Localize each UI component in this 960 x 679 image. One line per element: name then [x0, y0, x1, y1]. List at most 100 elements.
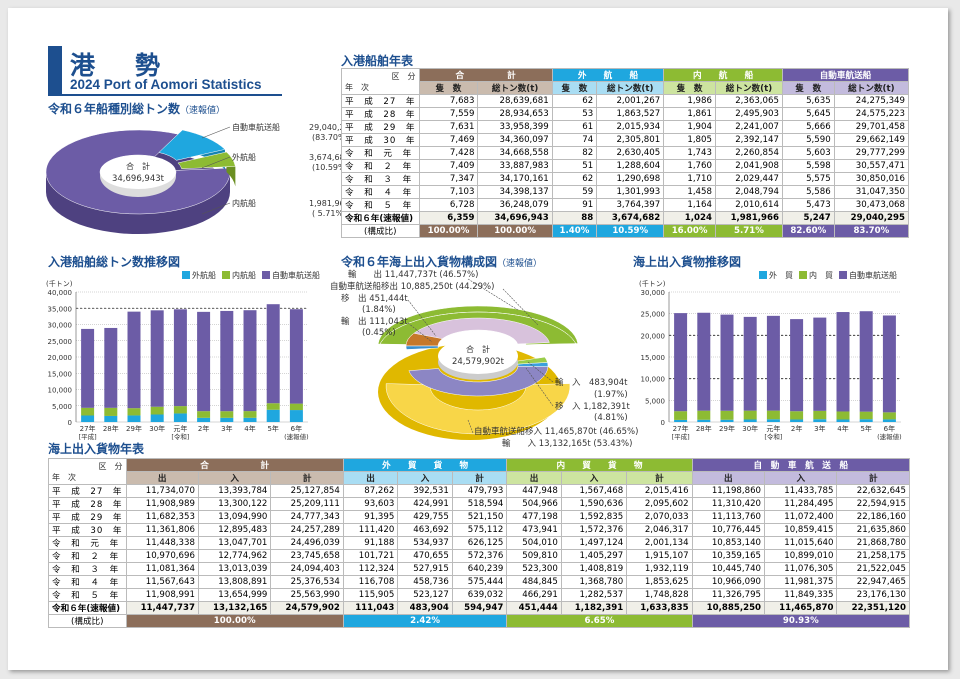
table-cell: 1,288,604 [596, 159, 665, 173]
table-cell: 2,001,267 [596, 94, 665, 108]
table-row: 令 和 ４ 年 7,103 34,398,137 59 1,301,993 1,458 2,… [341, 185, 910, 199]
table-cell: 2,015,416 [626, 484, 693, 498]
table-cell: 11,284,495 [764, 497, 838, 511]
cargo-move-out [405, 333, 443, 347]
row-year: 平 成 28 年 [341, 107, 420, 121]
bar-segment [743, 419, 757, 422]
table-cell: 1.40% [551, 224, 598, 238]
table1-group-header: 内 航 船 [663, 68, 783, 82]
table-cell: 29,777,299 [833, 146, 910, 160]
table1-group-header: 合 計 [418, 68, 553, 82]
legend-label: 自動車航送船 [272, 271, 320, 280]
bar-segment [127, 408, 141, 416]
table-cell: 24,257,289 [270, 523, 344, 537]
table-cell: 2,041,908 [714, 159, 783, 173]
legend-swatch [262, 271, 270, 279]
cargo-exp [405, 345, 439, 350]
y-tick-label: 15,000 [48, 370, 73, 378]
bar-segment [882, 315, 896, 413]
table2-group-header: 内 貿 貨 物 [506, 458, 693, 472]
row-year: 令 和 ５ 年 [48, 588, 127, 602]
label-exp: 輸 出 111,043t [341, 317, 408, 327]
table-cell: 83.70% [833, 224, 910, 238]
table1-sub-header: 総トン数(t) [477, 81, 553, 95]
row-year: 平 成 27 年 [341, 94, 420, 108]
table-cell: 34,360,097 [477, 133, 553, 147]
x-tick-label: 28年 [696, 424, 712, 433]
table-row-ratio: (構成比) 100.00% 100.00% 1.40% 10.59% 16.00% 5.71… [341, 224, 910, 238]
table-row: 平 成 30 年 7,469 34,360,097 74 2,305,801 1,805 2… [341, 133, 910, 147]
table-cell: 62 [551, 94, 598, 108]
table-cell: 21,258,175 [836, 549, 910, 563]
table2-sub-header: 計 [626, 471, 693, 485]
table-cell: 24,777,343 [270, 510, 344, 524]
table-cell: 91 [551, 198, 598, 212]
table-cell: 11,908,991 [125, 588, 199, 602]
bar-segment [790, 319, 804, 412]
row-year: 令 和 ４ 年 [341, 185, 420, 199]
table-cell: 575,444 [451, 575, 508, 589]
bar-segment [836, 419, 850, 422]
table-cell: 575,112 [451, 523, 508, 537]
table-cell: 1,981,966 [714, 211, 783, 225]
cargo-car-out [406, 317, 550, 345]
bar-segment [859, 419, 873, 422]
y-tick-label: 25,000 [48, 338, 73, 346]
table-cell: 5,473 [781, 198, 835, 212]
table-cell: 473,941 [506, 523, 562, 537]
table-cell: 10,853,140 [691, 536, 766, 550]
table2-sub-header: 入 [197, 471, 272, 485]
table-cell: 28,639,681 [477, 94, 553, 108]
table-cell: 22,947,465 [836, 575, 910, 589]
table-cell: 6,728 [418, 198, 479, 212]
table-cell: 2,630,405 [596, 146, 665, 160]
table-cell: 22,632,645 [836, 484, 910, 498]
table-cell: 1,748,828 [626, 588, 693, 602]
table-cell: 10,359,165 [691, 549, 766, 563]
table-cell: 1,932,119 [626, 562, 693, 576]
table-cell: 2,046,317 [626, 523, 693, 537]
table-cell: 62 [551, 172, 598, 186]
table-cell: 1,182,391 [560, 601, 628, 615]
bar-segment [813, 317, 827, 411]
chart1-legend: 外航船 内航船 自動車航送船 [176, 270, 320, 281]
label-export: 輸 出 11,447,737t (46.57%) [348, 270, 479, 280]
table-row: 平 成 27 年 7,683 28,639,681 62 2,001,267 1,986 2… [341, 94, 910, 108]
table-cell: 111,420 [342, 523, 399, 537]
page-title: 港勢 [70, 51, 201, 80]
y-tick-label: 5,000 [52, 403, 72, 411]
bar-segment [127, 311, 141, 409]
table-cell: 24,094,403 [270, 562, 344, 576]
chart2-heading: 海上出入貨物推移図 [633, 255, 742, 269]
table-cell: 5,635 [781, 94, 835, 108]
x-tick-label: 2年 [198, 424, 209, 433]
table-cell: 13,654,999 [197, 588, 272, 602]
table-row: 令 和 元 年 11,448,338 13,047,701 24,496,039 91,… [48, 536, 910, 550]
ship-tonnage-pie: 合 計 34,696,943t 自動車航送船 29,040,295t(83.70%) 外… [45, 122, 348, 234]
table-cell: 640,239 [451, 562, 508, 576]
table2-group-header: 合 計 [125, 458, 344, 472]
table-cell: 484,845 [506, 575, 562, 589]
table-cell: 2,048,794 [714, 185, 783, 199]
x-tick-note: [令和] [171, 432, 189, 440]
table-cell: 11,734,070 [125, 484, 199, 498]
table-cell: 11,076,305 [764, 562, 838, 576]
corner-top: 区 分 [98, 461, 123, 471]
table-cell: 1,458 [663, 185, 716, 199]
table-cell: 1,710 [663, 172, 716, 186]
table-cell: 521,150 [451, 510, 508, 524]
pie1-item-pct: (10.59%) [312, 163, 348, 172]
table-cell: 1,405,297 [560, 549, 628, 563]
table-cell: 518,594 [451, 497, 508, 511]
bar-segment [836, 411, 850, 420]
table-cell: 10,970,696 [125, 549, 199, 563]
table-cell: 5,575 [781, 172, 835, 186]
bar-segment [243, 417, 257, 422]
y-tick-label: 20,000 [48, 354, 73, 362]
bar-segment [150, 406, 164, 415]
table-cell: 11,567,643 [125, 575, 199, 589]
bar-segment [859, 411, 873, 420]
table-row: 令 和 ２ 年 10,970,696 12,774,962 23,745,658 101… [48, 549, 910, 563]
table-row: 令 和 ５ 年 11,908,991 13,654,999 25,563,990 115… [48, 588, 910, 602]
table-cell: 1,743 [663, 146, 716, 160]
